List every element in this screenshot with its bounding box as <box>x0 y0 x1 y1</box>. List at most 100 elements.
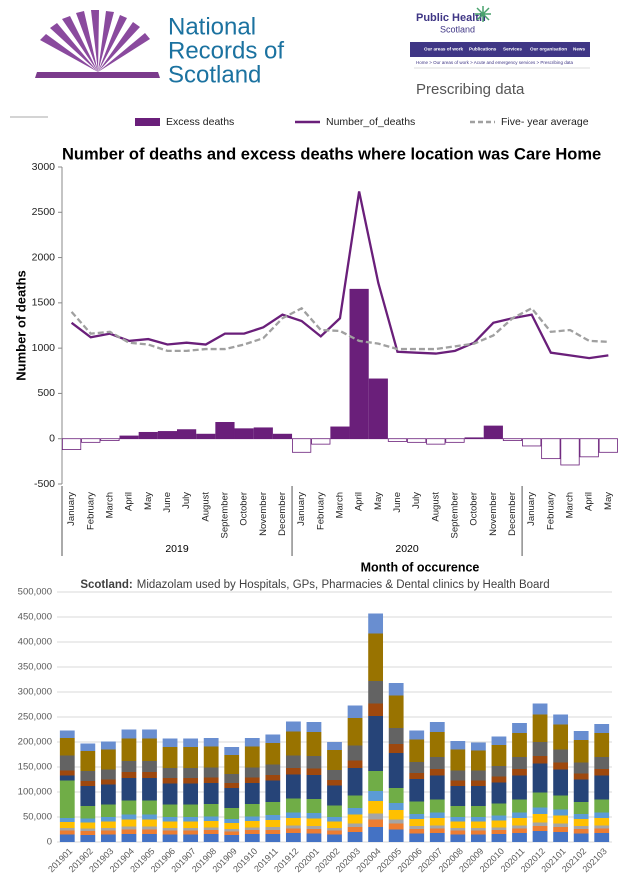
bar-segment <box>429 825 445 829</box>
y-tick-label: -500 <box>34 478 55 490</box>
bar-segment <box>100 830 116 835</box>
bar-segment <box>573 779 589 802</box>
bar-segment <box>162 834 178 842</box>
bar-segment <box>491 827 507 830</box>
bar-segment <box>553 762 569 770</box>
bar-segment <box>347 718 363 746</box>
bar-segment <box>553 827 569 832</box>
deaths-chart: Excess deaths Number_of_deaths Five- year … <box>13 116 618 574</box>
x-tick-label: July <box>181 492 192 509</box>
bar-segment <box>100 784 116 805</box>
nav-link[interactable]: Our organisation <box>530 47 567 52</box>
bar-segment <box>285 798 301 813</box>
bar-segment <box>450 828 466 831</box>
bar-segment <box>59 770 75 776</box>
bar-segment <box>59 775 75 781</box>
bar-segment <box>409 801 425 814</box>
bar <box>368 378 388 440</box>
bar-segment <box>512 733 527 757</box>
book-pages <box>40 10 150 72</box>
bar-segment <box>429 722 445 732</box>
bar-segment <box>121 819 137 827</box>
bar <box>407 438 427 443</box>
bar-segment <box>409 762 425 773</box>
bar <box>100 438 120 441</box>
bar-segment <box>265 827 281 830</box>
nav: Our areas of work Publications Services Our… <box>424 47 585 52</box>
bar-segment <box>224 831 240 835</box>
bar-segment <box>80 786 96 806</box>
bar-segment <box>347 827 363 832</box>
nav-link[interactable]: News <box>573 47 585 52</box>
bar-segment <box>347 823 363 827</box>
bar-segment <box>573 802 589 814</box>
bar-segment <box>347 768 363 796</box>
bar-segment <box>80 818 96 823</box>
x-tick-label: May <box>143 492 154 510</box>
bar-segment <box>594 799 610 813</box>
bar-segment <box>285 768 301 775</box>
bar-segment <box>265 780 281 802</box>
bar-segment <box>532 756 548 764</box>
bar-segment <box>183 804 199 817</box>
nav-link[interactable]: Publications <box>469 47 497 52</box>
bar-segment <box>327 780 342 786</box>
bar-segment <box>368 633 384 681</box>
x-tick-label: December <box>507 492 518 536</box>
bar-segment <box>388 683 404 696</box>
bar-segment <box>100 804 116 817</box>
bar-segment <box>347 808 363 815</box>
bar-segment <box>265 830 281 834</box>
bar <box>598 438 618 453</box>
bar-segment <box>470 806 486 817</box>
bar-segment <box>142 772 157 778</box>
bar-segment <box>285 731 301 756</box>
bar-segment <box>409 773 425 779</box>
group-label: 2019 <box>165 543 189 555</box>
bar-segment <box>224 835 240 842</box>
bar-segment <box>183 783 199 805</box>
bar-segment <box>327 830 342 835</box>
bar-segment <box>573 814 589 819</box>
y-tick-label: 350,000 <box>18 662 52 673</box>
bar-segment <box>573 833 589 842</box>
bar-segment <box>80 831 96 835</box>
bar-segment <box>388 803 404 810</box>
bar-segment <box>265 764 281 775</box>
bar-segment <box>491 834 507 842</box>
bar-segment <box>306 768 322 775</box>
bar-segment <box>532 814 548 823</box>
bar-segment <box>80 835 96 842</box>
bar-segment <box>244 783 260 804</box>
bar <box>253 427 273 440</box>
bar-segment <box>512 818 527 826</box>
bar-segment <box>409 829 425 834</box>
bar-segment <box>121 761 137 772</box>
bar-segment <box>327 834 342 842</box>
nav-link[interactable]: Our areas of work <box>424 47 464 52</box>
bar-segment <box>368 791 384 801</box>
x-tick-label: January <box>66 492 77 526</box>
bar-segment <box>594 833 610 842</box>
bar-segment <box>162 830 178 835</box>
bar <box>502 438 523 441</box>
bar-segment <box>59 755 75 771</box>
bar-segment <box>59 738 75 756</box>
bar <box>157 431 178 440</box>
bar-segment <box>512 828 527 833</box>
bar-segment <box>409 739 425 762</box>
y-tick-label: 0 <box>49 432 55 444</box>
bar-segment <box>470 770 486 781</box>
bar-segment <box>224 774 240 783</box>
bar-segment <box>100 769 116 780</box>
bar <box>215 422 235 440</box>
bar-segment <box>347 795 363 808</box>
nav-link[interactable]: Services <box>503 47 522 52</box>
bar-segment <box>203 738 219 747</box>
bar-segment <box>553 749 569 763</box>
bar-segment <box>59 830 75 835</box>
bar-segment <box>491 776 507 783</box>
bar-segment <box>388 829 404 842</box>
bar-segment <box>388 728 404 744</box>
